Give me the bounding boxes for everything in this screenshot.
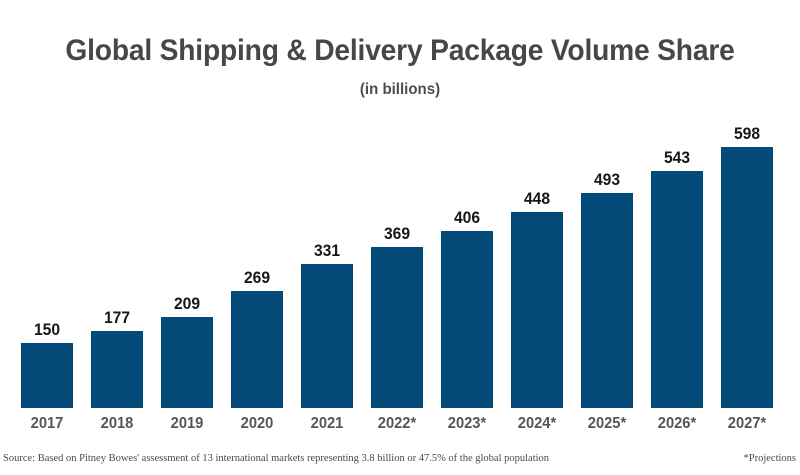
bar-value-label: 150 [33,320,61,339]
bar[interactable] [231,291,283,408]
x-axis-category-label: 2024* [517,415,557,432]
bar-group: 543 2026* [642,0,712,442]
x-axis-category-label: 2020 [240,415,274,432]
bar-group: 209 2019 [152,0,222,442]
bar-value-label: 543 [663,148,691,167]
bar[interactable] [581,193,633,408]
bar[interactable] [161,317,213,408]
x-axis-category-label: 2026* [657,415,697,432]
bar-group: 369 2022* [362,0,432,442]
x-axis-category-label: 2025* [587,415,627,432]
bar-value-label: 448 [523,189,551,208]
chart-title: Global Shipping & Delivery Package Volum… [65,34,735,67]
x-axis-category-label: 2017 [30,415,64,432]
bar-group: 448 2024* [502,0,572,442]
bar-value-label: 369 [383,224,411,243]
chart-footer: Source: Based on Pitney Bowes' assessmen… [0,452,800,468]
bar[interactable] [511,212,563,408]
x-axis-category-label: 2023* [447,415,487,432]
x-axis-category-label: 2018 [100,415,134,432]
bar-group: 598 2027* [712,0,782,442]
bar-value-label: 598 [733,124,761,143]
x-axis-category-label: 2021 [310,415,344,432]
bar-value-label: 269 [243,268,271,287]
bar-value-label: 177 [103,308,131,327]
x-axis-category-label: 2019 [170,415,204,432]
footer-source-text: Source: Based on Pitney Bowes' assessmen… [3,453,550,464]
bar[interactable] [301,264,353,408]
bar-value-label: 209 [173,294,201,313]
footer-projection-note: *Projections [743,453,797,464]
x-axis-category-label: 2022* [377,415,417,432]
bar-value-label: 493 [593,170,621,189]
bar-group: 150 2017 [12,0,82,442]
bar[interactable] [651,171,703,408]
plot-area: 150 2017 177 2018 209 2019 269 2020 331 2021 369 20… [12,0,782,442]
bar-group: 493 2025* [572,0,642,442]
bar[interactable] [371,247,423,408]
bar-value-label: 331 [313,241,341,260]
bar[interactable] [721,147,773,408]
bar-group: 331 2021 [292,0,362,442]
bar-group: 269 2020 [222,0,292,442]
bar-group: 177 2018 [82,0,152,442]
chart-subtitle: (in billions) [359,81,441,98]
bar[interactable] [91,331,143,408]
bar-group: 406 2023* [432,0,502,442]
x-axis-category-label: 2027* [727,415,767,432]
bar[interactable] [441,231,493,408]
bar-value-label: 406 [453,208,481,227]
bar[interactable] [21,343,73,408]
